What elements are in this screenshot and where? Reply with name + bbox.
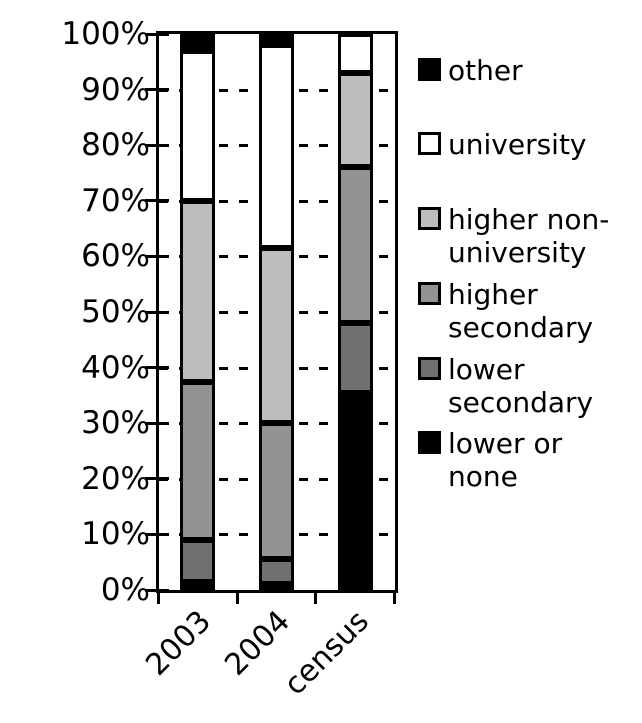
legend-label: lower secondary (448, 353, 594, 419)
y-tick-mark-0 (145, 588, 169, 592)
bar-2003 (180, 34, 215, 590)
legend-label: university (448, 128, 587, 161)
y-tick-label-0: 0% (100, 572, 150, 608)
legend-entry-higher-non-university: higher non-university (418, 203, 616, 269)
legend-swatch-icon (418, 282, 441, 305)
legend-swatch-icon (418, 357, 441, 380)
legend-entry-higher-secondary: higher secondary (418, 278, 616, 344)
y-tick-mark-70 (145, 199, 169, 203)
legend-swatch-icon (418, 207, 441, 230)
legend-label: higher secondary (448, 278, 594, 344)
bar-census (337, 34, 373, 590)
segment-2003-higher-non-university (180, 200, 215, 382)
x-category-label-census: census (277, 603, 376, 703)
segment-2003-university (180, 50, 215, 201)
segment-2004-higher-secondary (258, 422, 294, 559)
y-tick-label-40: 40% (81, 349, 150, 386)
segment-2003-lower-secondary (180, 539, 215, 582)
legend-label: lower or none (448, 427, 563, 493)
y-tick-label-60: 60% (81, 238, 150, 275)
segment-2004-lower-secondary (258, 558, 294, 584)
y-tick-mark-60 (145, 254, 169, 258)
segment-2004-other (258, 33, 294, 45)
legend-entry-lower-secondary: lower secondary (418, 353, 616, 419)
y-tick-label-70: 70% (81, 182, 150, 219)
x-tick-mark-2 (314, 592, 317, 604)
y-tick-mark-80 (145, 143, 169, 147)
legend-swatch-icon (418, 58, 441, 81)
x-tick-mark-1 (236, 592, 239, 604)
y-tick-mark-30 (145, 421, 169, 425)
y-tick-mark-100 (145, 32, 169, 36)
segment-2004-lower-or-none (258, 584, 294, 590)
y-tick-label-90: 90% (81, 71, 150, 108)
x-category-label-2003: 2003 (139, 603, 219, 683)
y-tick-mark-10 (145, 532, 169, 536)
y-tick-label-50: 50% (81, 294, 150, 330)
x-tick-mark-0 (157, 592, 160, 604)
legend-entry-university: university (418, 128, 616, 161)
segment-census-higher-secondary (337, 167, 373, 324)
segment-2003-higher-secondary (180, 381, 215, 540)
legend-label: higher non-university (448, 203, 610, 269)
segment-census-lower-or-none (337, 392, 373, 590)
segment-census-higher-non-university (337, 72, 373, 168)
segment-census-university (337, 34, 373, 73)
segment-2003-other (180, 34, 215, 51)
y-tick-label-30: 30% (81, 405, 150, 442)
legend-label: other (448, 54, 523, 87)
legend-entry-other: other (418, 54, 616, 87)
legend-entry-lower-or-none: lower or none (418, 427, 616, 493)
legend: other university higher non-university high… (418, 0, 642, 723)
plot-area (156, 31, 398, 593)
y-tick-label-80: 80% (81, 127, 150, 164)
y-tick-mark-90 (145, 88, 169, 92)
y-tick-mark-50 (145, 310, 169, 314)
legend-swatch-icon (418, 132, 441, 155)
y-tick-label-20: 20% (81, 460, 150, 497)
y-tick-mark-20 (145, 477, 169, 481)
legend-swatch-icon (418, 431, 441, 454)
x-tick-mark-3 (393, 592, 396, 604)
bar-2004 (258, 33, 294, 590)
y-tick-label-100: 100% (61, 16, 150, 52)
y-tick-mark-40 (145, 366, 169, 370)
segment-2004-higher-non-university (258, 247, 294, 423)
y-tick-label-10: 10% (81, 516, 150, 553)
segment-2003-lower-or-none (180, 581, 215, 590)
segment-2004-university (258, 44, 294, 248)
segment-census-lower-secondary (337, 323, 373, 393)
